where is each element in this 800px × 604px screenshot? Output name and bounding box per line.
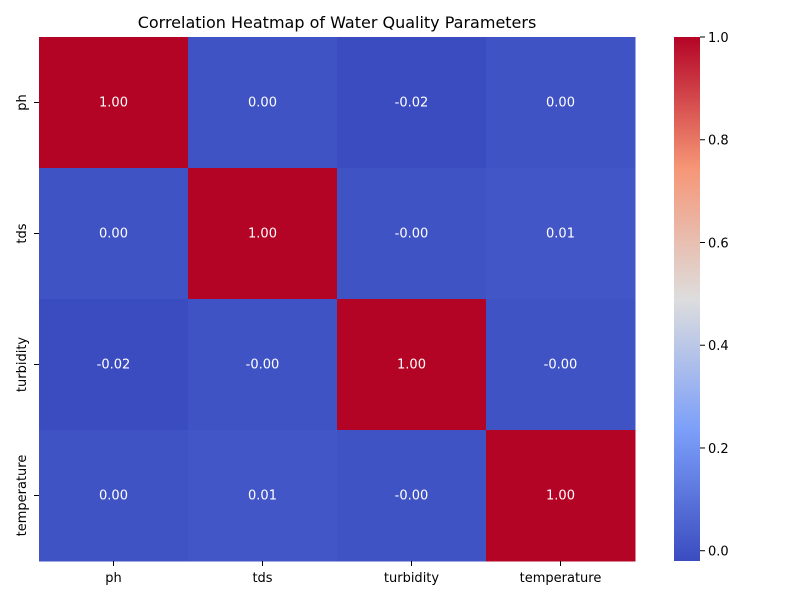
colorbar-tick-label: 0.4 — [708, 339, 729, 354]
cell-value-label: 0.01 — [248, 489, 277, 504]
row-tick-label: ph — [15, 94, 30, 111]
heatmap-cell — [39, 37, 189, 169]
heatmap-cell — [486, 37, 636, 169]
column-tick-label: temperature — [520, 571, 602, 586]
column-tick-label: turbidity — [384, 571, 440, 586]
cell-value-label: -0.00 — [395, 489, 429, 504]
cell-value-label: -0.02 — [395, 96, 429, 111]
heatmap-cell — [337, 168, 487, 300]
heatmap-cell — [188, 430, 338, 562]
chart-title: Correlation Heatmap of Water Quality Par… — [138, 13, 537, 32]
row-tick-label: turbidity — [15, 337, 30, 393]
cell-value-label: 1.00 — [397, 358, 426, 373]
row-axis: ph tds turbidity temperature — [15, 94, 39, 536]
column-tick-label: ph — [105, 571, 122, 586]
heatmap-cell — [39, 430, 189, 562]
column-tick-label: tds — [252, 571, 272, 586]
heatmap-cell — [188, 168, 338, 300]
cell-value-label: -0.02 — [97, 358, 131, 373]
cell-value-label: 0.00 — [99, 227, 128, 242]
heatmap-cell — [486, 299, 636, 431]
cell-value-label: 1.00 — [248, 227, 277, 242]
colorbar-tick-label: 1.0 — [708, 31, 729, 46]
heatmap-cell — [188, 299, 338, 431]
heatmap-cell — [486, 168, 636, 300]
cell-value-label: 0.00 — [99, 489, 128, 504]
row-tick-label: temperature — [15, 455, 30, 537]
colorbar: 0.0 0.2 0.4 0.6 0.8 1.0 — [674, 31, 729, 561]
cell-value-label: -0.00 — [395, 227, 429, 242]
heatmap-cell — [337, 299, 487, 431]
colorbar-tick-label: 0.8 — [708, 134, 729, 149]
cell-value-label: 0.00 — [546, 96, 575, 111]
heatmap-cell — [39, 299, 189, 431]
heatmap-cell — [337, 37, 487, 169]
heatmap-cell — [337, 430, 487, 562]
heatmap-cell — [486, 430, 636, 562]
heatmap-cells: 1.00 0.00 -0.02 0.00 0.00 1.00 -0.00 0.01 -0.02 -… — [39, 37, 636, 562]
cell-value-label: -0.00 — [246, 358, 280, 373]
cell-value-label: -0.00 — [544, 358, 578, 373]
column-axis: ph tds turbidity temperature — [105, 561, 601, 586]
row-tick-label: tds — [15, 223, 30, 243]
cell-value-label: 0.00 — [248, 96, 277, 111]
colorbar-gradient — [674, 37, 700, 561]
colorbar-tick-label: 0.0 — [708, 545, 729, 560]
cell-value-label: 0.01 — [546, 227, 575, 242]
cell-value-label: 1.00 — [99, 96, 128, 111]
colorbar-tick-label: 0.2 — [708, 442, 729, 457]
heatmap-cell — [188, 37, 338, 169]
heatmap-cell — [39, 168, 189, 300]
colorbar-tick-label: 0.6 — [708, 236, 729, 251]
cell-value-label: 1.00 — [546, 489, 575, 504]
